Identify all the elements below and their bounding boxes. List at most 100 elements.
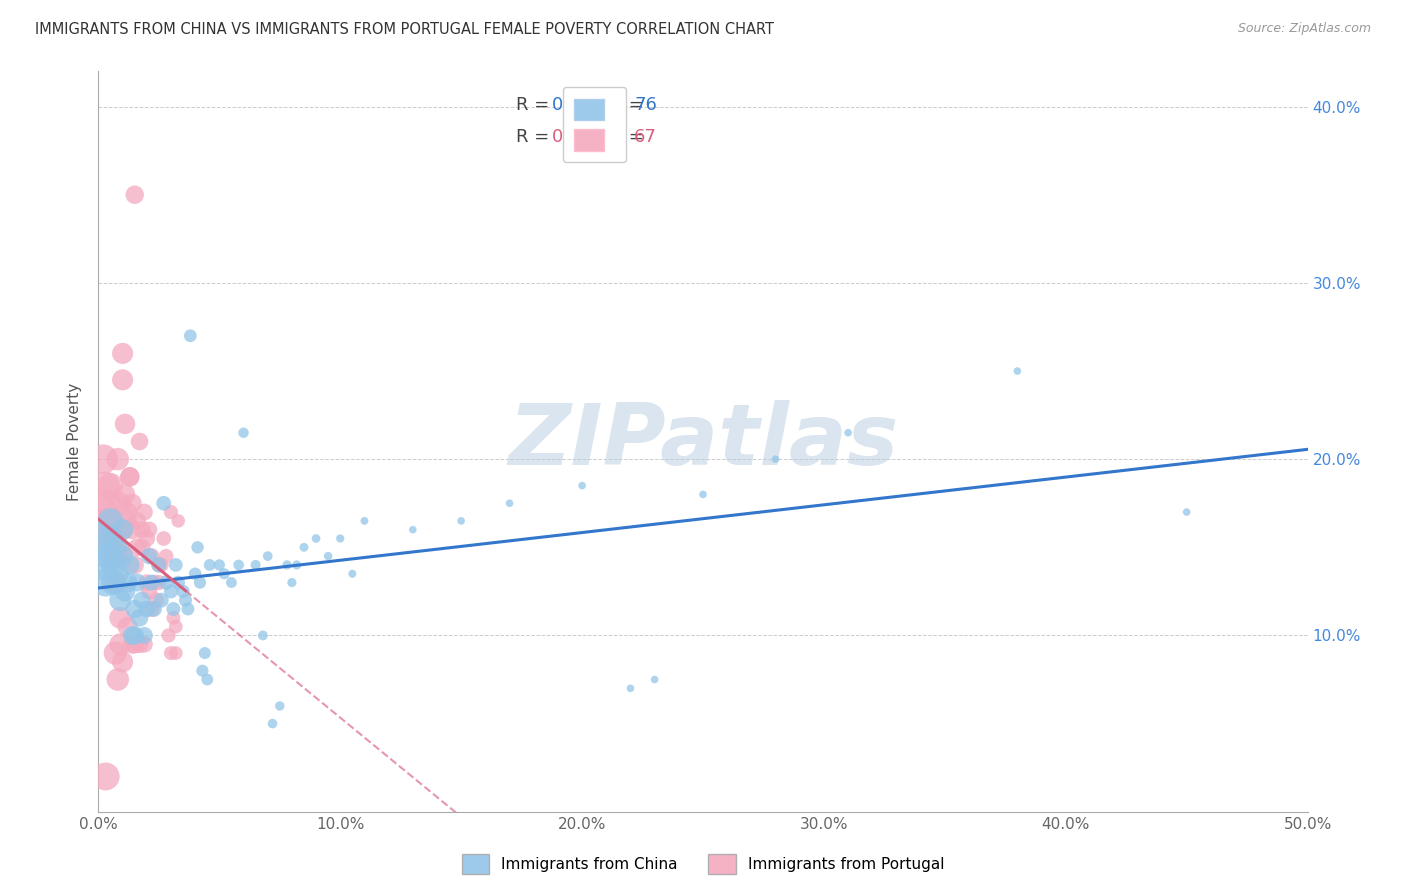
Point — [252, 628, 274, 642]
Point — [97, 549, 120, 563]
Point — [167, 514, 190, 528]
Point — [837, 425, 859, 440]
Point — [101, 532, 124, 546]
Point — [148, 575, 170, 590]
Point — [135, 532, 157, 546]
Point — [111, 346, 134, 360]
Y-axis label: Female Poverty: Female Poverty — [67, 383, 83, 500]
Point — [305, 532, 328, 546]
Point — [316, 549, 339, 563]
Point — [162, 602, 184, 616]
Point — [108, 611, 131, 625]
Point — [134, 505, 156, 519]
Point — [101, 558, 124, 572]
Point — [131, 541, 153, 555]
Point — [184, 566, 207, 581]
Point — [619, 681, 641, 696]
Point — [108, 593, 131, 607]
Text: N =: N = — [598, 128, 650, 145]
Legend: Immigrants from China, Immigrants from Portugal: Immigrants from China, Immigrants from P… — [456, 848, 950, 880]
Point — [100, 532, 122, 546]
Point — [90, 532, 112, 546]
Text: 67: 67 — [634, 128, 657, 145]
Point — [124, 558, 146, 572]
Point — [90, 523, 112, 537]
Point — [256, 549, 278, 563]
Point — [194, 646, 217, 660]
Point — [145, 593, 167, 607]
Point — [155, 575, 177, 590]
Point — [162, 611, 184, 625]
Point — [124, 637, 146, 651]
Point — [104, 575, 127, 590]
Point — [285, 558, 308, 572]
Legend: , : , — [562, 87, 626, 162]
Point — [121, 523, 143, 537]
Point — [104, 646, 127, 660]
Point — [124, 187, 146, 202]
Point — [644, 673, 666, 687]
Point — [292, 541, 315, 555]
Point — [160, 505, 183, 519]
Point — [121, 628, 143, 642]
Point — [165, 619, 187, 633]
Point — [1007, 364, 1029, 378]
Point — [94, 769, 117, 783]
Point — [111, 655, 134, 669]
Point — [138, 584, 160, 599]
Point — [104, 549, 127, 563]
Point — [117, 619, 139, 633]
Point — [100, 514, 122, 528]
Point — [134, 628, 156, 642]
Point — [107, 673, 129, 687]
Point — [152, 532, 174, 546]
Point — [97, 496, 120, 510]
Point — [94, 523, 117, 537]
Point — [148, 558, 170, 572]
Point — [195, 673, 218, 687]
Point — [138, 549, 160, 563]
Point — [188, 575, 211, 590]
Point — [101, 549, 124, 563]
Point — [157, 628, 180, 642]
Text: 0.210: 0.210 — [551, 95, 603, 113]
Point — [127, 575, 149, 590]
Point — [269, 698, 291, 713]
Point — [118, 470, 141, 484]
Point — [127, 541, 149, 555]
Point — [141, 575, 163, 590]
Point — [148, 558, 170, 572]
Point — [160, 584, 183, 599]
Point — [276, 558, 298, 572]
Point — [232, 425, 254, 440]
Point — [117, 514, 139, 528]
Point — [174, 593, 197, 607]
Point — [165, 558, 187, 572]
Point — [228, 558, 250, 572]
Point — [143, 575, 166, 590]
Point — [128, 611, 150, 625]
Point — [91, 558, 114, 572]
Point — [141, 602, 163, 616]
Point — [177, 602, 200, 616]
Point — [101, 575, 124, 590]
Point — [141, 549, 163, 563]
Text: ZIPatlas: ZIPatlas — [508, 400, 898, 483]
Point — [198, 558, 221, 572]
Text: R =: R = — [516, 95, 554, 113]
Point — [131, 523, 153, 537]
Point — [150, 558, 173, 572]
Point — [100, 478, 122, 492]
Text: Source: ZipAtlas.com: Source: ZipAtlas.com — [1237, 22, 1371, 36]
Point — [179, 328, 201, 343]
Point — [94, 478, 117, 492]
Point — [118, 558, 141, 572]
Point — [245, 558, 267, 572]
Point — [571, 478, 593, 492]
Point — [100, 514, 122, 528]
Point — [765, 452, 787, 467]
Text: R =: R = — [516, 128, 554, 145]
Point — [329, 532, 352, 546]
Point — [94, 575, 117, 590]
Point — [155, 549, 177, 563]
